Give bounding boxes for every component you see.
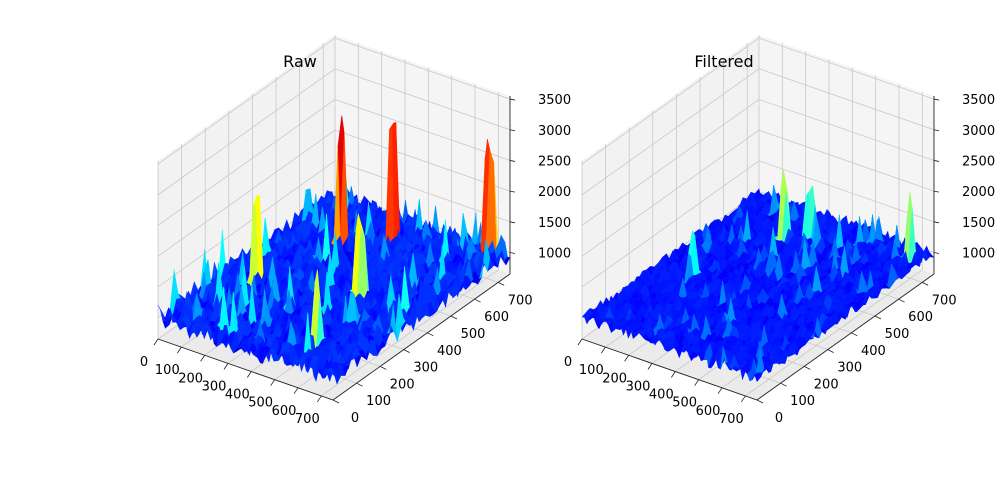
x-tick-mark (177, 346, 182, 354)
grid-line-x (321, 91, 499, 397)
z-tick-mark (509, 98, 516, 101)
x-tick-label: 100 (155, 363, 180, 378)
grid-line-z (157, 160, 511, 288)
x-tick-label: 0 (140, 355, 148, 370)
x-tick-label: 200 (178, 371, 203, 386)
y-tick-label: 400 (437, 344, 462, 359)
z-tick-label: 1000 (538, 247, 571, 262)
x-tick-mark (223, 363, 229, 370)
z-tick-label: 1500 (538, 216, 571, 231)
y-tick-mark (380, 366, 387, 370)
x-tick-label: 700 (295, 412, 320, 427)
y-tick-label: 200 (390, 377, 415, 392)
y-tick-mark (450, 315, 458, 320)
x-tick-label: 400 (225, 388, 250, 403)
y-tick-mark (403, 349, 410, 353)
y-tick-label: 300 (413, 361, 438, 376)
surface (157, 115, 511, 385)
y-tick-label: 500 (461, 327, 486, 342)
x-tick-mark (247, 371, 252, 378)
z-tick-mark (509, 221, 516, 224)
z-tick-mark (509, 129, 516, 132)
x-tick-mark (293, 387, 299, 395)
z-tick-mark (509, 252, 516, 254)
x-tick-label: 600 (272, 404, 297, 419)
z-tick-label: 2500 (538, 154, 571, 169)
x-tick-label: 500 (248, 396, 273, 411)
left-wall-pane (158, 35, 335, 339)
y-tick-mark (474, 298, 481, 303)
grid-line-z (157, 99, 511, 226)
z-tick-label: 3000 (538, 124, 571, 139)
z-tick-label: 3500 (538, 93, 571, 108)
y-tick-mark (498, 282, 505, 286)
y-tick-mark (332, 399, 340, 404)
x-tick-label: 300 (202, 379, 227, 394)
y-tick-mark (356, 382, 363, 387)
z-tick-mark (509, 190, 516, 193)
y-tick-label: 600 (484, 310, 509, 325)
y-tick-label: 100 (366, 394, 391, 409)
y-tick-label: 0 (351, 411, 359, 426)
grid-line-z (157, 129, 511, 257)
x-tick-mark (200, 355, 205, 362)
x-tick-mark (153, 338, 159, 346)
y-tick-mark (427, 332, 434, 337)
chart-title: Raw (283, 52, 317, 71)
y-tick-label: 700 (508, 293, 533, 308)
z-tick-mark (509, 160, 516, 162)
x-tick-mark (317, 395, 322, 403)
grid-line-z (157, 37, 511, 165)
z-tick-label: 2000 (538, 185, 571, 200)
grid-line-z (157, 68, 511, 196)
x-tick-mark (270, 379, 275, 386)
